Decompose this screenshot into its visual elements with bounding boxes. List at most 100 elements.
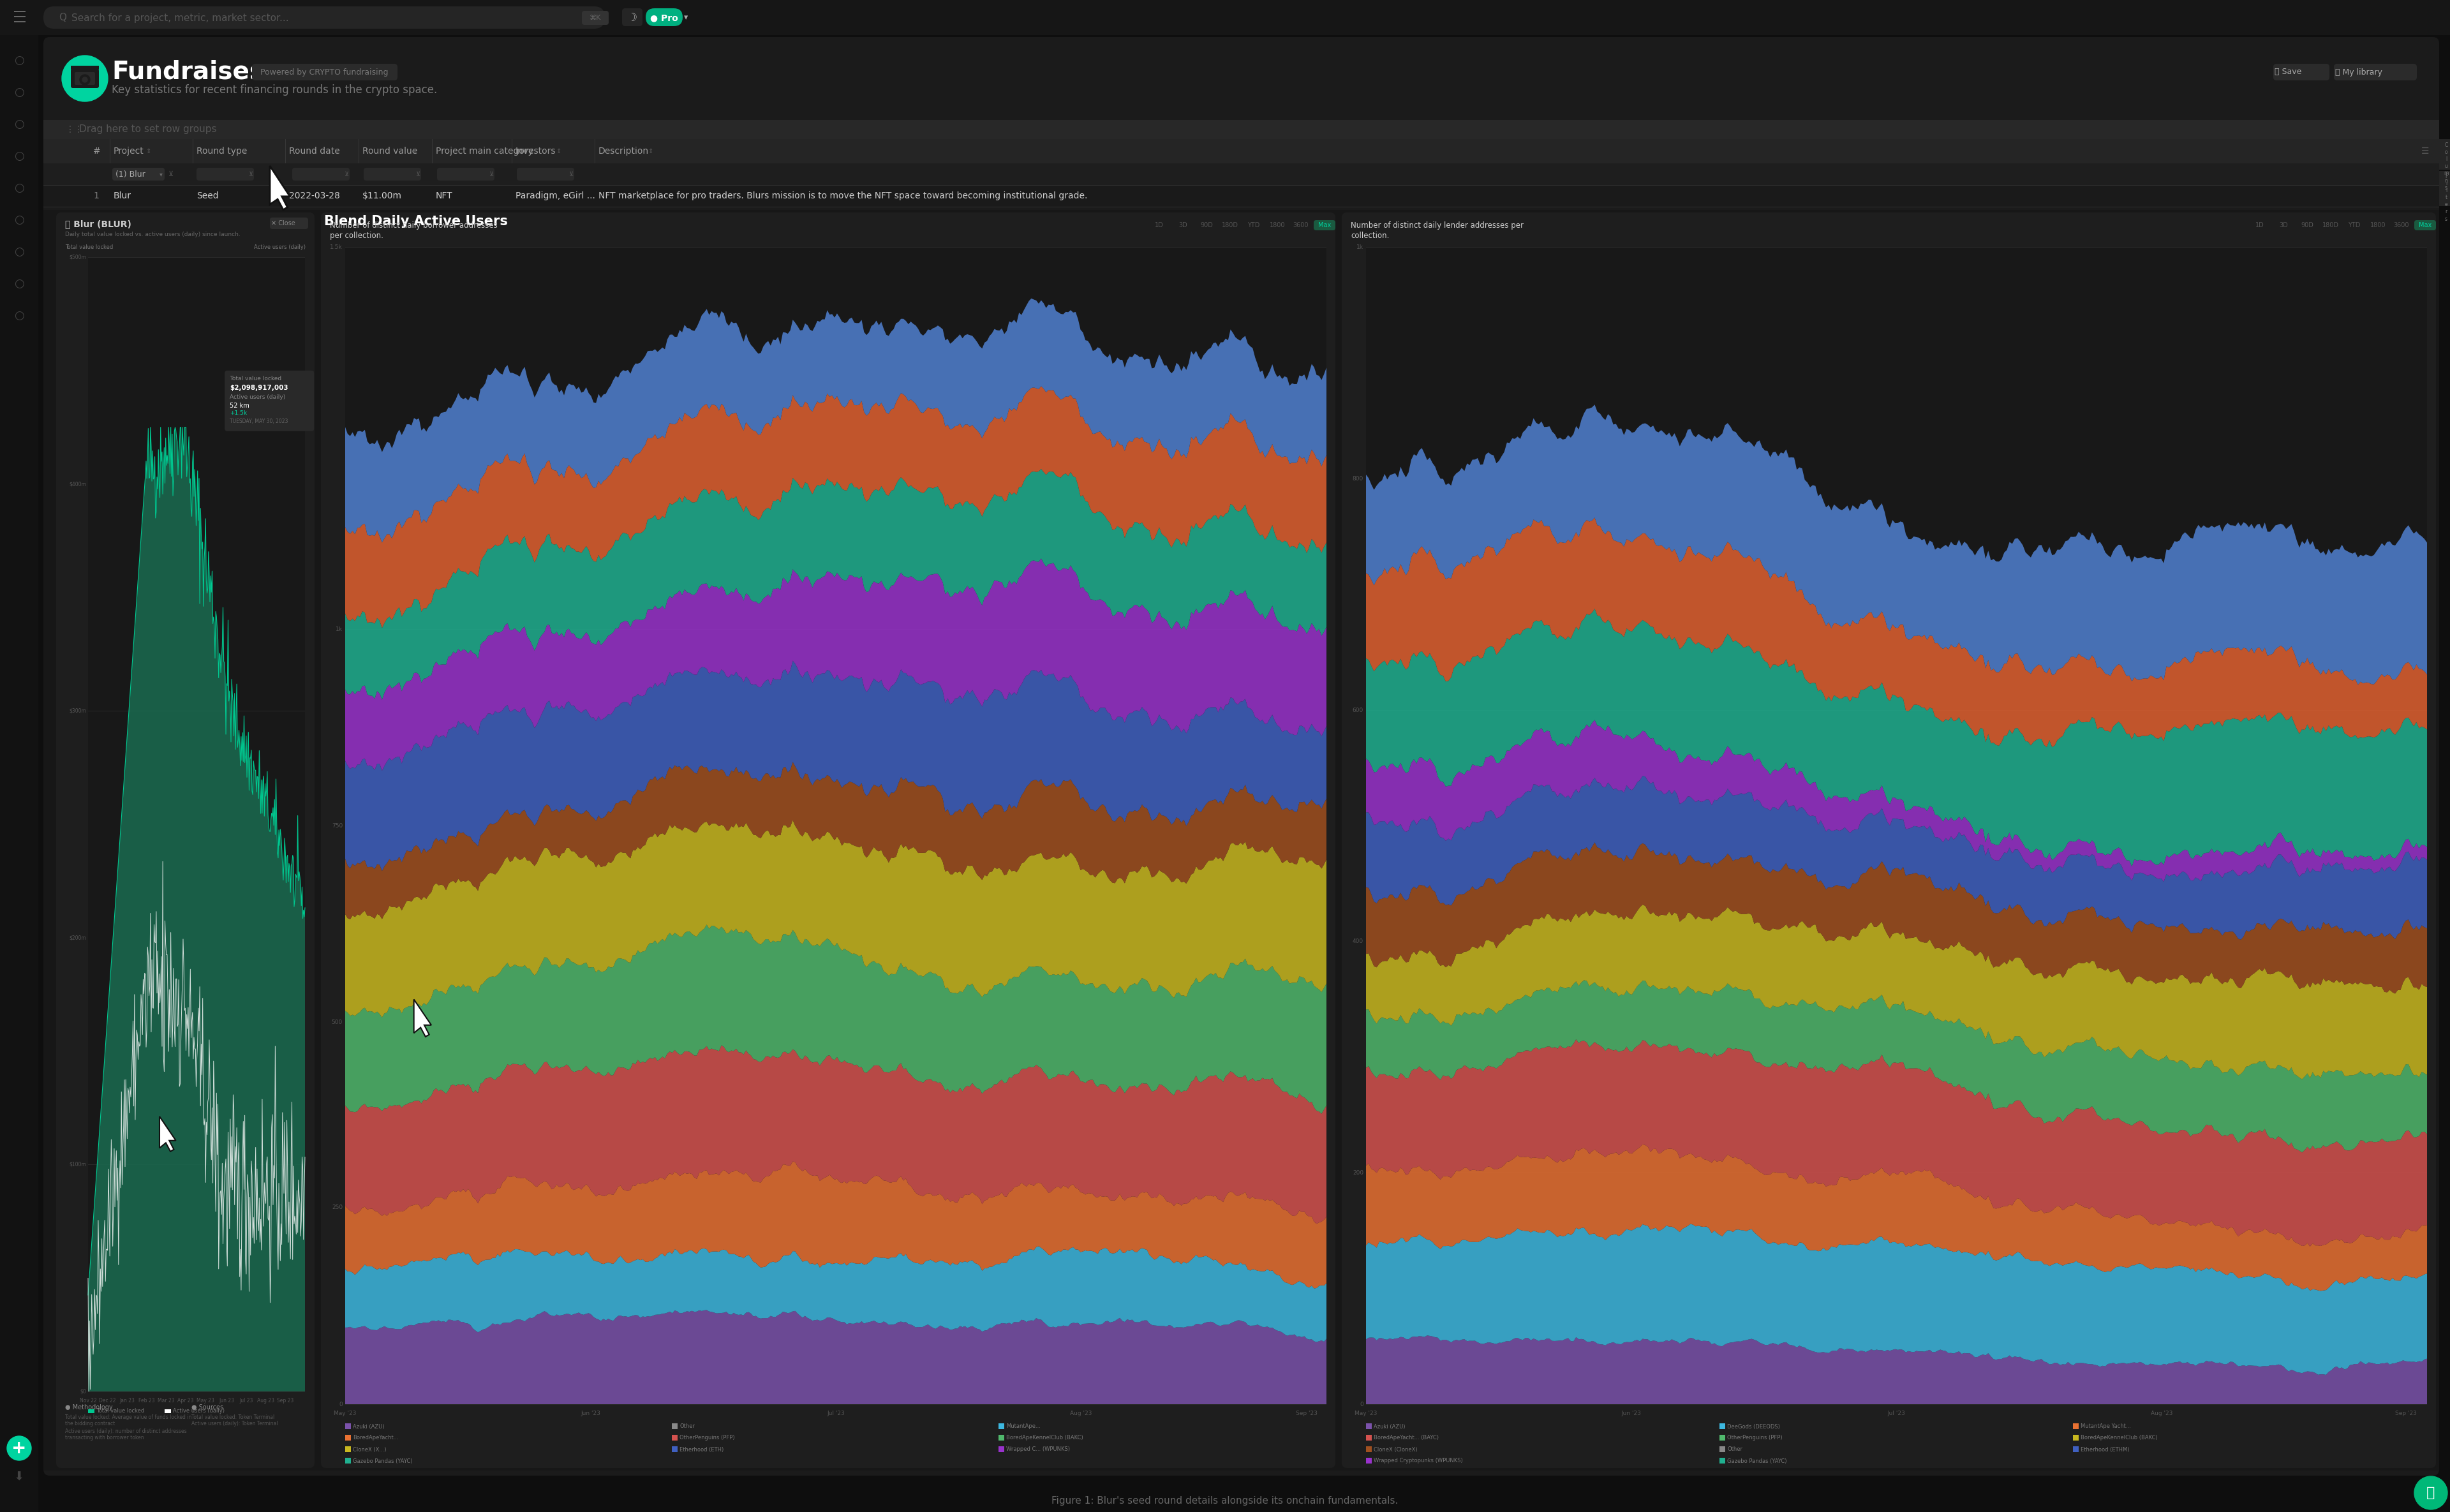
Text: Aug '23: Aug '23 (2151, 1411, 2173, 1417)
Text: 💾 Save: 💾 Save (2274, 68, 2301, 76)
FancyBboxPatch shape (517, 168, 573, 180)
Text: Total value locked: Total value locked (66, 245, 113, 251)
Text: Jan 23: Jan 23 (120, 1397, 135, 1403)
Text: 3D: 3D (1178, 222, 1188, 228)
Bar (1000, 1423, 1004, 1429)
Text: Feb 23: Feb 23 (140, 1397, 154, 1403)
Text: 500: 500 (331, 1019, 343, 1025)
Text: Project main category: Project main category (436, 147, 534, 156)
Text: 800: 800 (1352, 476, 1365, 482)
Text: Paradigm, eGirl ...: Paradigm, eGirl ... (514, 192, 595, 200)
Text: 🟠 Blur (BLUR): 🟠 Blur (BLUR) (66, 219, 132, 228)
Bar (1367, 1435, 1372, 1441)
Bar (345, 1447, 350, 1452)
Bar (44, 210, 2440, 1471)
Text: ⊻: ⊻ (250, 171, 252, 177)
Text: 2022-03-28: 2022-03-28 (289, 192, 341, 200)
Text: ○: ○ (15, 151, 24, 162)
Text: Sep '23: Sep '23 (1296, 1411, 1318, 1417)
Text: Azuki (AZU): Azuki (AZU) (1374, 1424, 1406, 1429)
Text: CloneX (CloneX): CloneX (CloneX) (1374, 1447, 1419, 1453)
Text: $2,098,917,003: $2,098,917,003 (230, 384, 289, 392)
FancyBboxPatch shape (583, 11, 608, 24)
Text: Round date: Round date (289, 147, 341, 156)
Text: Mar 23: Mar 23 (157, 1397, 174, 1403)
Text: YTD: YTD (2347, 222, 2359, 228)
FancyBboxPatch shape (321, 213, 1335, 1468)
Text: Active users (daily): number of distinct addresses: Active users (daily): number of distinct… (66, 1429, 186, 1435)
Text: 1: 1 (93, 192, 98, 200)
Text: Active users (daily): Token Terminal: Active users (daily): Token Terminal (191, 1421, 277, 1426)
Text: BoredApeYacht... (BAYC): BoredApeYacht... (BAYC) (1374, 1435, 1438, 1441)
Text: ⌘K: ⌘K (590, 15, 600, 21)
Text: ○: ○ (15, 118, 24, 130)
Text: May '23: May '23 (1355, 1411, 1377, 1417)
Bar (671, 1423, 679, 1429)
Bar (1367, 1423, 1372, 1429)
Text: MutantApe Yacht...: MutantApe Yacht... (2080, 1424, 2132, 1429)
Text: ✕ Close: ✕ Close (272, 221, 296, 227)
Text: 180D: 180D (1223, 222, 1237, 228)
Text: 1800: 1800 (2369, 222, 2386, 228)
Text: Total value locked: Total value locked (230, 376, 282, 381)
Polygon shape (1367, 776, 2428, 939)
Text: $200m: $200m (69, 934, 86, 940)
Text: Fundraises: Fundraises (113, 60, 265, 85)
Text: BoredApeKennelClub (BAKC): BoredApeKennelClub (BAKC) (2080, 1435, 2158, 1441)
FancyBboxPatch shape (270, 218, 309, 228)
Text: Max: Max (1318, 222, 1330, 228)
FancyBboxPatch shape (44, 36, 2440, 1476)
FancyBboxPatch shape (647, 8, 684, 26)
Text: Other: Other (679, 1424, 696, 1429)
Text: 1k: 1k (1357, 245, 1365, 251)
Bar (1720, 1435, 1725, 1441)
Text: Daily total value locked vs. active users (daily) since launch.: Daily total value locked vs. active user… (66, 231, 240, 237)
Text: ○: ○ (15, 278, 24, 290)
Polygon shape (159, 1116, 176, 1152)
Bar (44, 163, 2440, 184)
Text: ○: ○ (15, 183, 24, 194)
Polygon shape (1367, 405, 2428, 685)
Polygon shape (345, 925, 1325, 1114)
Text: Active users (daily): Active users (daily) (230, 395, 287, 401)
Bar (2073, 1435, 2078, 1441)
Text: transacting with borrower token: transacting with borrower token (66, 1435, 145, 1441)
Text: Project: Project (113, 147, 145, 156)
Text: ⇕: ⇕ (240, 148, 247, 154)
Text: ⊻: ⊻ (417, 171, 421, 177)
Polygon shape (345, 558, 1325, 771)
Bar (1000, 1435, 1004, 1441)
Text: ⊻: ⊻ (490, 171, 495, 177)
Ellipse shape (2413, 1476, 2448, 1509)
Text: $500m: $500m (69, 254, 86, 260)
Bar (345, 1435, 350, 1441)
Text: 1k: 1k (336, 626, 343, 632)
FancyBboxPatch shape (1313, 221, 1335, 230)
Bar (1367, 1458, 1372, 1464)
Polygon shape (1367, 1145, 2428, 1291)
Bar (345, 1423, 350, 1429)
Polygon shape (1367, 1335, 2428, 1405)
Text: Figure 1: Blur's seed round details alongside its onchain fundamentals.: Figure 1: Blur's seed round details alon… (1051, 1495, 1399, 1506)
Bar (164, 1409, 172, 1414)
Text: $300m: $300m (69, 708, 86, 714)
Text: 1800: 1800 (1269, 222, 1286, 228)
Text: ⋮⋮: ⋮⋮ (66, 125, 83, 135)
Bar (1367, 1447, 1372, 1452)
Text: BoredApeKennelClub (BAKC): BoredApeKennelClub (BAKC) (1007, 1435, 1083, 1441)
Text: ⇕: ⇕ (409, 148, 417, 154)
Text: Total value locked: Token Terminal: Total value locked: Token Terminal (191, 1414, 274, 1420)
Text: $100m: $100m (69, 1161, 86, 1167)
Bar (2440, 139, 2450, 169)
FancyBboxPatch shape (225, 370, 314, 431)
Bar (1720, 1423, 1725, 1429)
Ellipse shape (81, 74, 91, 85)
Text: Apr 23: Apr 23 (176, 1397, 194, 1403)
Text: Drag here to set row groups: Drag here to set row groups (78, 124, 216, 135)
Text: 0: 0 (338, 1402, 343, 1408)
Bar (345, 248, 1325, 1405)
Text: Jun 23: Jun 23 (218, 1397, 235, 1403)
Text: Investors: Investors (514, 147, 556, 156)
Text: ☰: ☰ (2421, 147, 2430, 156)
Text: +1.5k: +1.5k (230, 410, 247, 416)
